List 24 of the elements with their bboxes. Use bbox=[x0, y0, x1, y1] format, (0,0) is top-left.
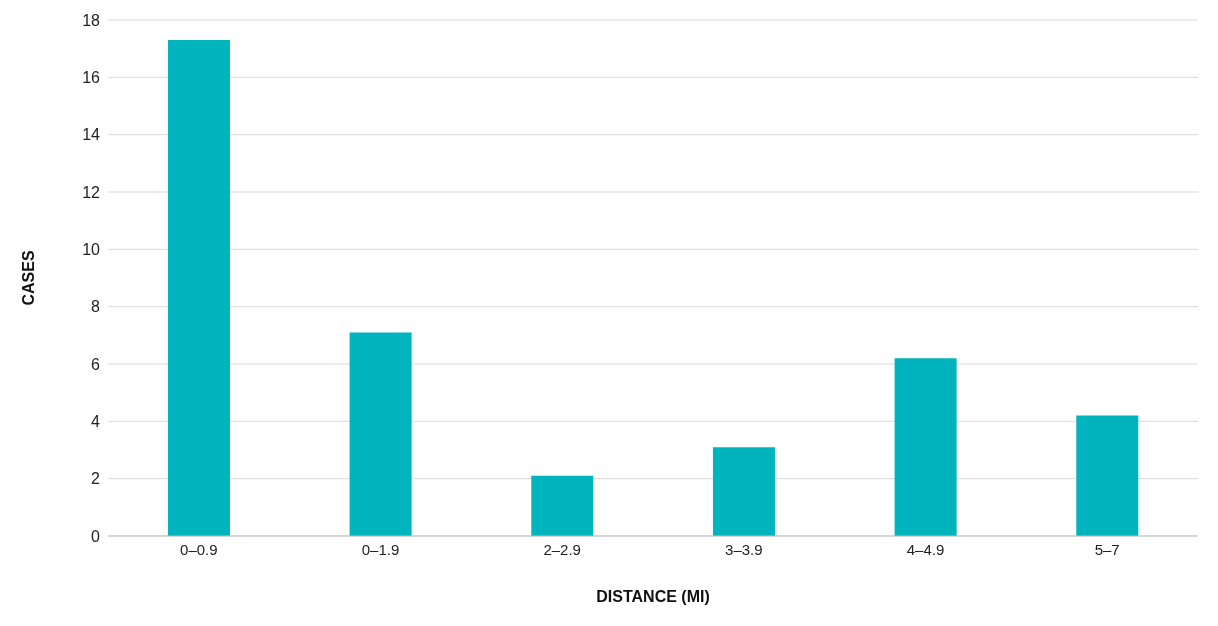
x-tick-label: 2–2.9 bbox=[543, 540, 581, 558]
y-tick-label: 2 bbox=[91, 470, 101, 488]
x-tick-label: 4–4.9 bbox=[906, 540, 945, 558]
bar bbox=[531, 475, 594, 536]
bar bbox=[894, 358, 957, 536]
x-tick-label: 5–7 bbox=[1094, 540, 1120, 558]
x-tick-label: 3–3.9 bbox=[725, 540, 763, 558]
y-tick-label: 10 bbox=[82, 241, 101, 259]
y-tick-label: 12 bbox=[82, 183, 101, 201]
x-tick-label: 0–0.9 bbox=[180, 540, 218, 558]
bar bbox=[167, 40, 230, 536]
bar bbox=[349, 332, 412, 536]
y-axis-title: CASES bbox=[19, 250, 37, 306]
y-tick-label: 14 bbox=[82, 126, 101, 144]
x-axis-title: DISTANCE (MI) bbox=[596, 588, 710, 605]
y-tick-label: 8 bbox=[91, 298, 101, 316]
bar bbox=[712, 447, 775, 536]
y-tick-label: 0 bbox=[91, 527, 101, 545]
x-tick-label: 0–1.9 bbox=[361, 540, 400, 558]
y-tick-label: 6 bbox=[91, 355, 101, 373]
y-tick-label: 16 bbox=[82, 69, 101, 87]
bar bbox=[1076, 415, 1139, 536]
y-tick-label: 18 bbox=[82, 11, 101, 29]
y-tick-label: 4 bbox=[91, 413, 101, 431]
